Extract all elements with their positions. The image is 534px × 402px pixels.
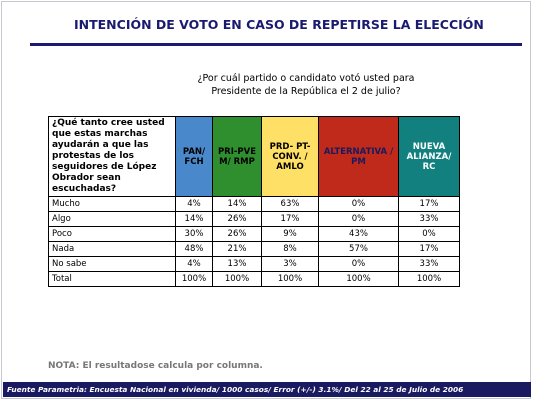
cell-value: 30% bbox=[175, 226, 213, 242]
cell-value: 17% bbox=[398, 241, 460, 257]
cell-value: 4% bbox=[175, 256, 213, 272]
table-row: Total 100% 100% 100% 100% 100% bbox=[48, 271, 460, 287]
header-row: ¿Qué tanto cree usted que estas marchas … bbox=[48, 116, 460, 197]
cell-value: 26% bbox=[212, 226, 262, 242]
cell-value: 21% bbox=[212, 241, 262, 257]
corner-question: ¿Qué tanto cree usted que estas marchas … bbox=[48, 116, 176, 197]
cell-value: 100% bbox=[212, 271, 262, 287]
cell-value: 14% bbox=[212, 196, 262, 212]
cell-value: 17% bbox=[261, 211, 319, 227]
cell-value: 17% bbox=[398, 196, 460, 212]
cell-value: 14% bbox=[175, 211, 213, 227]
table-body: Mucho 4% 14% 63% 0% 17% Algo 14% 26% 17% 0% 33% Poco… bbox=[48, 196, 460, 287]
cell-value: 3% bbox=[261, 256, 319, 272]
title: INTENCIÓN DE VOTO EN CASO DE REPETIRSE L… bbox=[74, 17, 484, 32]
column-header: PAN/ FCH bbox=[175, 116, 213, 197]
cell-value: 100% bbox=[175, 271, 213, 287]
column-header: PRI-PVE M/ RMP bbox=[212, 116, 262, 197]
column-header: ALTERNATIVA / PM bbox=[318, 116, 399, 197]
cell-value: 0% bbox=[318, 256, 399, 272]
cell-value: 48% bbox=[175, 241, 213, 257]
table-row: No sabe 4% 13% 3% 0% 33% bbox=[48, 256, 460, 272]
cell-value: 13% bbox=[212, 256, 262, 272]
question: ¿Por cuál partido o candidato votó usted… bbox=[197, 73, 415, 97]
cell-value: 100% bbox=[398, 271, 460, 287]
table-row: Mucho 4% 14% 63% 0% 17% bbox=[48, 196, 460, 212]
row-label: Nada bbox=[48, 241, 176, 257]
cell-value: 33% bbox=[398, 256, 460, 272]
cell-value: 100% bbox=[261, 271, 319, 287]
footer: Fuente Parametria: Encuesta Nacional en … bbox=[3, 382, 531, 397]
table-row: Algo 14% 26% 17% 0% 33% bbox=[48, 211, 460, 227]
column-header: NUEVA ALIANZA/ RC bbox=[398, 116, 460, 197]
row-label: Algo bbox=[48, 211, 176, 227]
cell-value: 0% bbox=[398, 226, 460, 242]
row-label: No sabe bbox=[48, 256, 176, 272]
cell-value: 0% bbox=[318, 196, 399, 212]
cell-value: 43% bbox=[318, 226, 399, 242]
cell-value: 0% bbox=[318, 211, 399, 227]
cell-value: 33% bbox=[398, 211, 460, 227]
cell-value: 63% bbox=[261, 196, 319, 212]
cell-value: 4% bbox=[175, 196, 213, 212]
cell-value: 100% bbox=[318, 271, 399, 287]
column-header: PRD- PT-CONV. / AMLO bbox=[261, 116, 319, 197]
table-row: Nada 48% 21% 8% 57% 17% bbox=[48, 241, 460, 257]
row-label: Total bbox=[48, 271, 176, 287]
cell-value: 9% bbox=[261, 226, 319, 242]
cell-value: 8% bbox=[261, 241, 319, 257]
results-table: ¿Qué tanto cree usted que estas marchas … bbox=[48, 116, 460, 287]
row-label: Mucho bbox=[48, 196, 176, 212]
row-label: Poco bbox=[48, 226, 176, 242]
note: NOTA: El resultadose calcula por columna… bbox=[48, 361, 263, 371]
table-row: Poco 30% 26% 9% 43% 0% bbox=[48, 226, 460, 242]
title-rule bbox=[30, 43, 522, 46]
cell-value: 57% bbox=[318, 241, 399, 257]
cell-value: 26% bbox=[212, 211, 262, 227]
